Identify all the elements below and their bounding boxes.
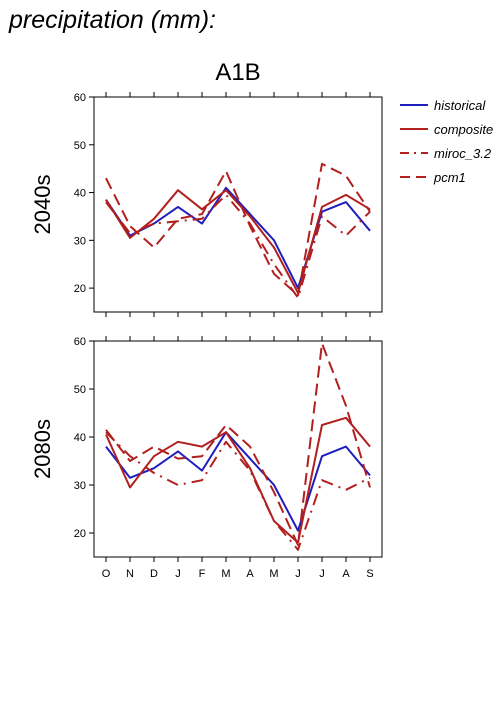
y-tick-label: 40	[74, 432, 86, 444]
plot-frame	[93, 340, 383, 558]
panel-label: 2080s	[30, 419, 55, 479]
y-tick-label: 40	[74, 188, 86, 200]
x-tick-label: A	[246, 568, 254, 580]
x-tick-label: A	[342, 568, 350, 580]
series-line-historical	[105, 431, 371, 532]
x-tick-label: O	[102, 568, 111, 580]
x-tick-label: J	[319, 568, 325, 580]
x-tick-label: M	[269, 568, 278, 580]
x-tick-label: M	[221, 568, 230, 580]
legend-label: pcm1	[433, 170, 466, 185]
legend-label: composite	[434, 122, 493, 137]
series-line-miroc-3-2	[105, 431, 371, 551]
panel-label: 2040s	[30, 175, 55, 235]
y-tick-label: 20	[74, 528, 86, 540]
x-tick-label: J	[295, 568, 301, 580]
y-tick-label: 30	[74, 480, 86, 492]
panel-2080s: 20 30 40 50 60 O N D J F M A M J J A S 2080s	[30, 336, 383, 580]
y-tick-label: 50	[74, 384, 86, 396]
plot-frame	[93, 96, 383, 313]
x-tick-label: F	[199, 568, 206, 580]
series-line-composite	[105, 189, 371, 294]
y-tick-label: 20	[74, 283, 86, 295]
series-line-pcm1	[105, 342, 371, 546]
page-title: precipitation (mm):	[9, 6, 216, 34]
y-tick-label: 50	[74, 140, 86, 152]
series-line-composite	[105, 416, 371, 544]
chart-title: A1B	[215, 59, 260, 86]
y-tick-label: 60	[74, 336, 86, 348]
x-tick-label: J	[175, 568, 181, 580]
panel-2040s: 20 30 40 50 60 2040s	[30, 92, 383, 317]
series-line-pcm1	[105, 162, 371, 297]
legend-label: miroc_3.2	[434, 146, 492, 161]
x-tick-label: N	[126, 568, 134, 580]
x-tick-label: S	[366, 568, 373, 580]
y-tick-label: 60	[74, 92, 86, 104]
series-line-miroc-3-2	[105, 193, 371, 299]
x-tick-label: D	[150, 568, 158, 580]
legend-label: historical	[434, 98, 486, 113]
y-tick-label: 30	[74, 235, 86, 247]
